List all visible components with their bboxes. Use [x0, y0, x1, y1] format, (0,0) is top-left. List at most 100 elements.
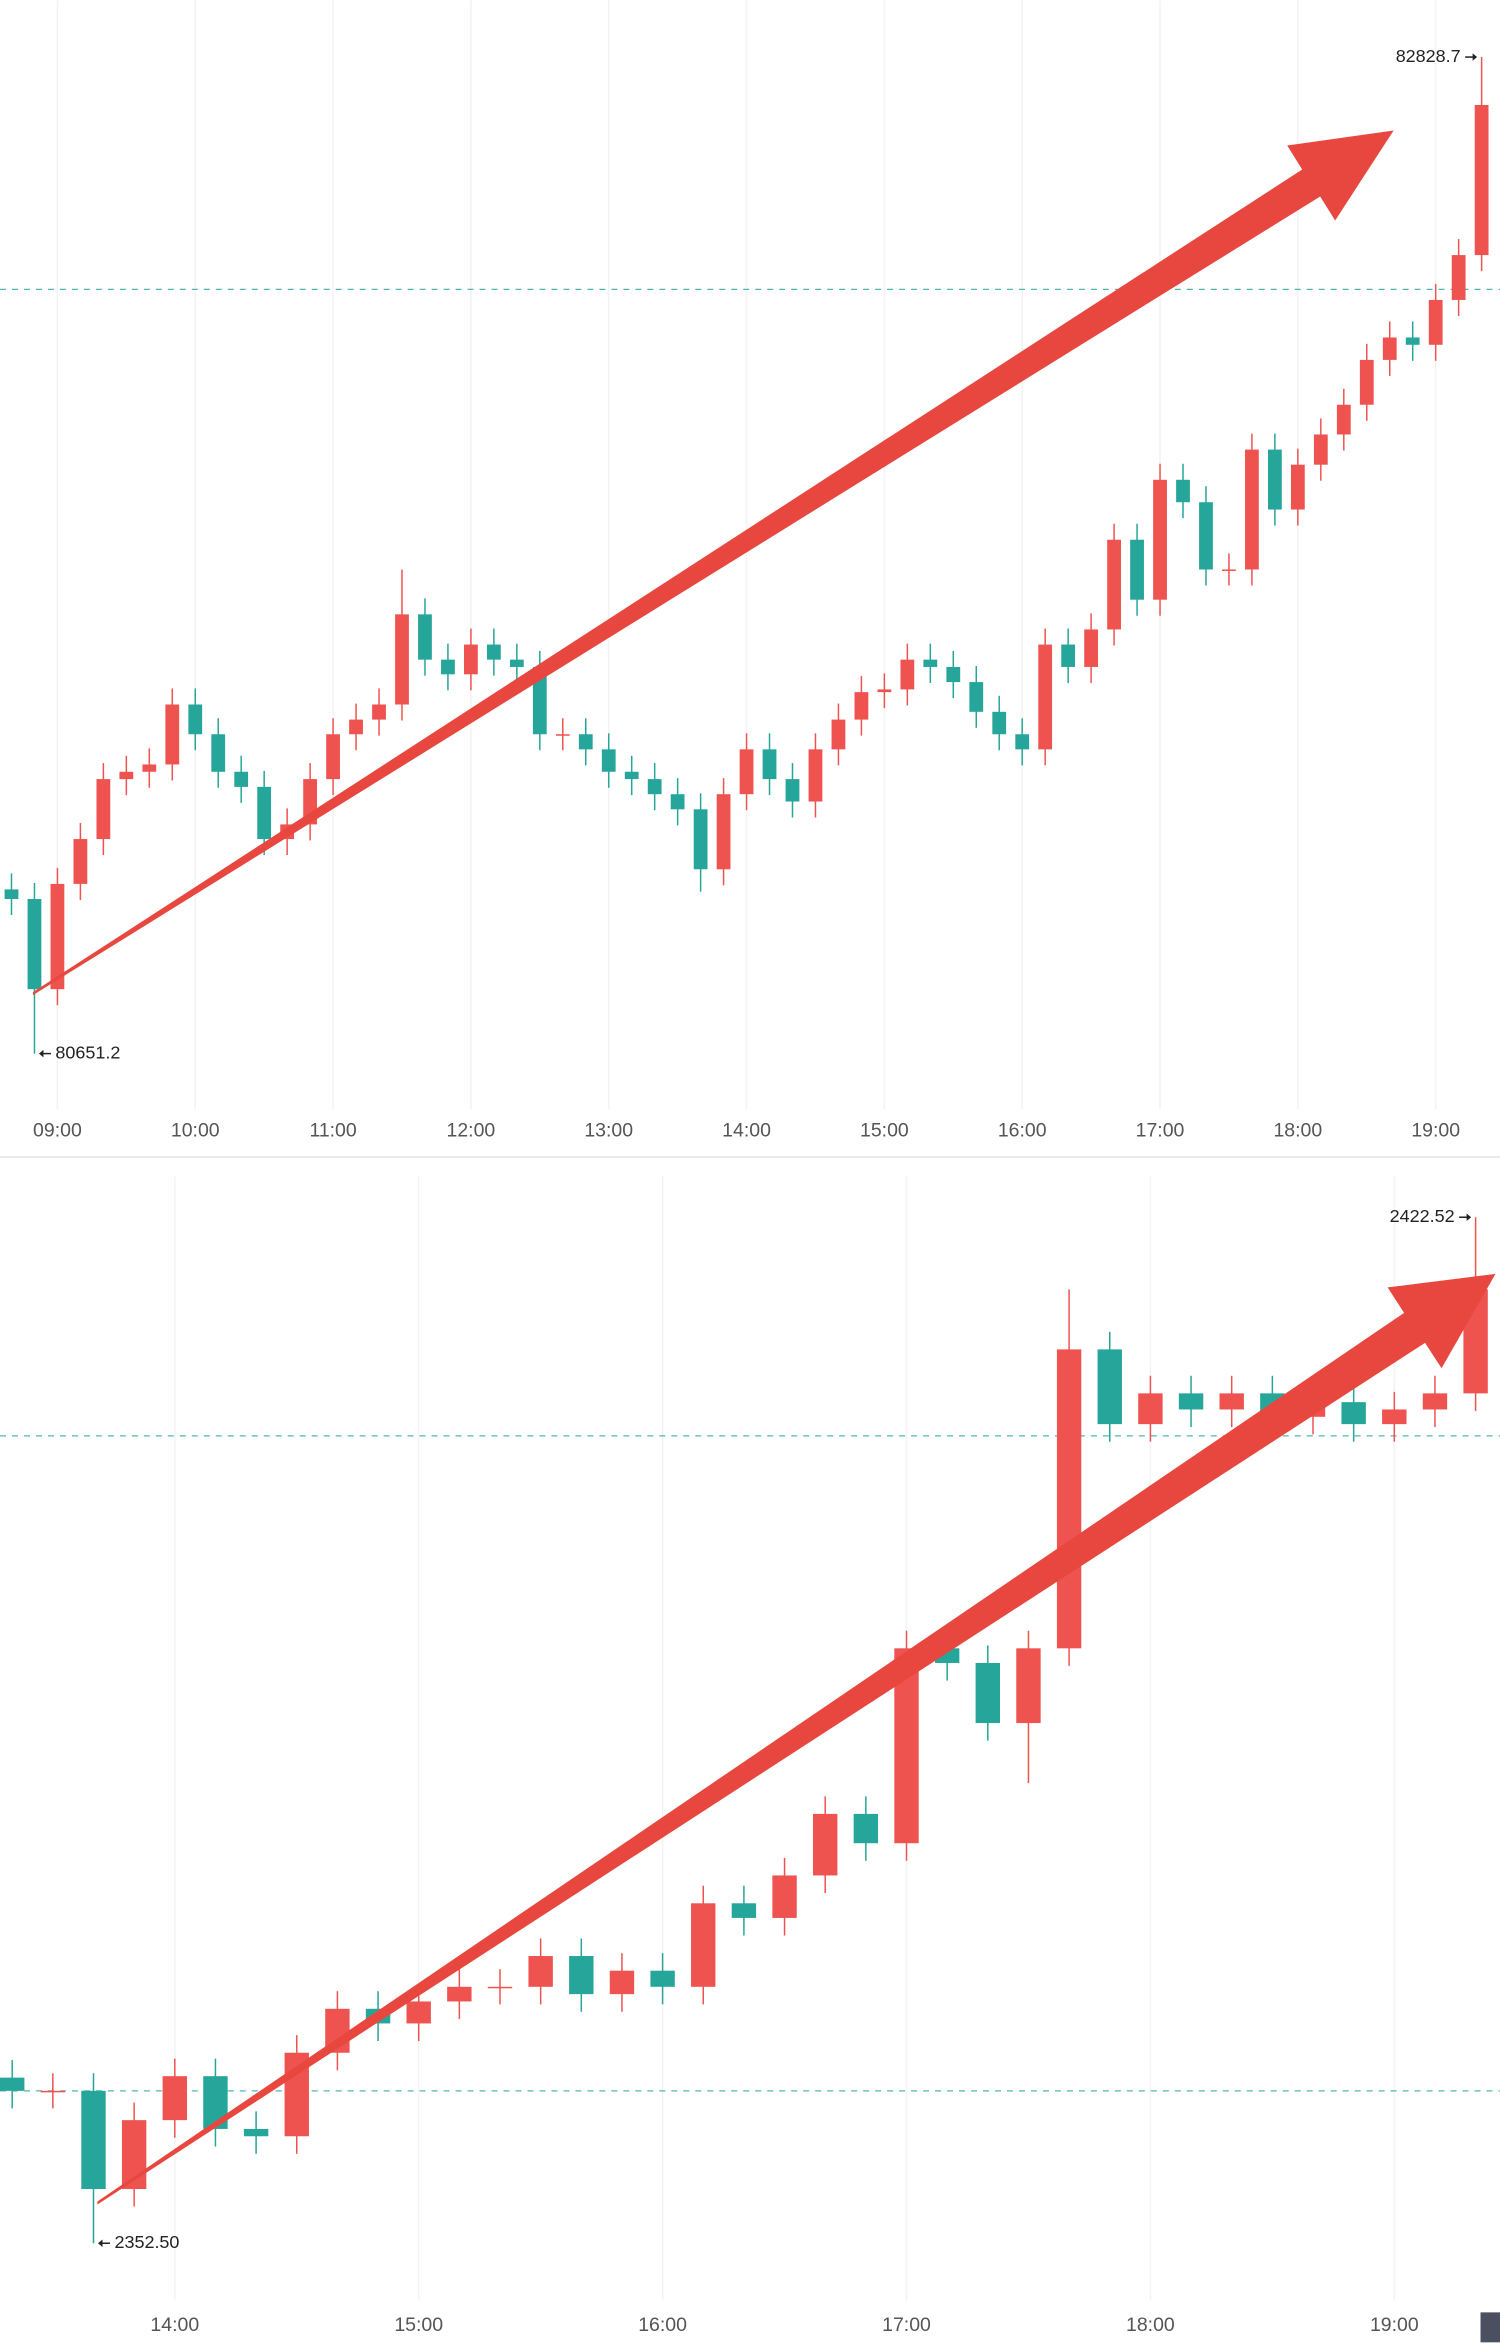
candle-body [1199, 502, 1213, 570]
candle-body [1359, 359, 1374, 405]
x-tick-label: 15:00 [394, 2314, 443, 2336]
candle-body [1405, 337, 1420, 345]
candle-body [162, 2076, 187, 2121]
candle-body [1015, 734, 1030, 750]
candle-body [772, 1875, 797, 1918]
label-arrow-head [38, 1049, 44, 1058]
candle-body [1222, 569, 1236, 571]
candle-body [1138, 1393, 1163, 1425]
candle-body [992, 711, 1007, 735]
candle-body [1153, 479, 1167, 600]
low-label: 80651.2 [55, 1042, 120, 1062]
candle-body [854, 692, 869, 720]
candle-body [946, 666, 961, 683]
annotation-overlay [32, 130, 1496, 2205]
candle-body [257, 786, 272, 840]
candle-body [647, 779, 662, 795]
candle-body [73, 839, 88, 884]
high-label: 82828.7 [1396, 46, 1461, 66]
candle-body [569, 1956, 594, 1995]
candle-body [4, 889, 19, 900]
candle-body [418, 614, 432, 660]
candle-body [50, 883, 65, 990]
x-tick-label: 17:00 [882, 2314, 931, 2336]
candle-body [1341, 1402, 1366, 1425]
candle-body [578, 734, 593, 750]
candle-body [447, 1986, 472, 2002]
x-tick-label: 15:00 [860, 1120, 909, 1142]
candle-body [243, 2128, 269, 2137]
label-arrow-head [1466, 1213, 1472, 1221]
candle-body [27, 899, 42, 990]
candle-body [532, 666, 547, 735]
candle-body [555, 734, 570, 736]
candle-body [877, 689, 892, 693]
candle-body [601, 749, 616, 772]
label-arrow-head [1472, 53, 1478, 61]
candle-body [1428, 299, 1443, 345]
candle-body [670, 794, 685, 810]
candle-body [900, 659, 915, 690]
candle-body [1219, 1393, 1244, 1410]
candle-body [0, 2077, 25, 2091]
x-tick-label: 19:00 [1370, 2314, 1419, 2336]
x-tick-label: 16:00 [998, 1120, 1047, 1142]
candle-body [486, 644, 501, 660]
x-tick-label: 18:00 [1273, 1120, 1322, 1142]
x-tick-label: 09:00 [33, 1120, 82, 1142]
candle-body [406, 2001, 431, 2024]
candle-body [395, 614, 409, 705]
high-label: 2422.52 [1390, 1206, 1455, 1226]
x-tick-label: 10:00 [171, 1120, 220, 1142]
candle-body [1038, 644, 1053, 750]
candle-body [1336, 404, 1351, 435]
x-tick-label: 14:00 [150, 2314, 199, 2336]
candle-body [808, 749, 823, 802]
candle-body [762, 749, 777, 780]
candle-body [1245, 449, 1259, 570]
candle-body [853, 1813, 879, 1844]
candle-body [609, 1970, 635, 1995]
candle-body [731, 1903, 757, 1918]
corner-button[interactable] [1480, 2312, 1500, 2343]
candle-body [1474, 104, 1489, 256]
candle-body [81, 2090, 106, 2190]
candle-body [691, 1903, 716, 1987]
candle-body [739, 749, 754, 795]
x-tick-label: 13:00 [584, 1120, 633, 1142]
candle-body [969, 682, 984, 712]
candle-body [1056, 1349, 1082, 1649]
candle-body [165, 704, 180, 765]
candle-body [211, 734, 226, 772]
candle-body [234, 771, 249, 787]
candle-body [785, 779, 800, 802]
candle-body [716, 794, 731, 870]
candle-body [96, 779, 111, 840]
candle-body [509, 659, 524, 667]
x-tick-label: 11:00 [309, 1120, 356, 1142]
candle-body [441, 659, 455, 675]
candle-body [693, 809, 708, 870]
x-tick-label: 18:00 [1126, 2314, 1175, 2336]
candle-body [1382, 337, 1397, 360]
candle-body [188, 704, 203, 735]
candle-body [1176, 479, 1190, 503]
candle-body [349, 719, 363, 735]
candle-body [650, 1970, 675, 1987]
candle-body [1267, 449, 1282, 510]
candle-body [1130, 539, 1144, 600]
candle-body [831, 719, 846, 750]
candle-body [1451, 255, 1466, 300]
x-tick-label: 19:00 [1411, 1120, 1460, 1142]
trend-arrow [97, 1273, 1496, 2205]
candle-body [1097, 1349, 1122, 1425]
candle-body [813, 1813, 838, 1876]
candle-body [1290, 464, 1305, 510]
candle-body [1084, 629, 1099, 667]
candle-body [1422, 1393, 1448, 1410]
x-tick-label: 16:00 [638, 2314, 687, 2336]
candle-body [1016, 1648, 1041, 1724]
candle-body [923, 659, 938, 667]
